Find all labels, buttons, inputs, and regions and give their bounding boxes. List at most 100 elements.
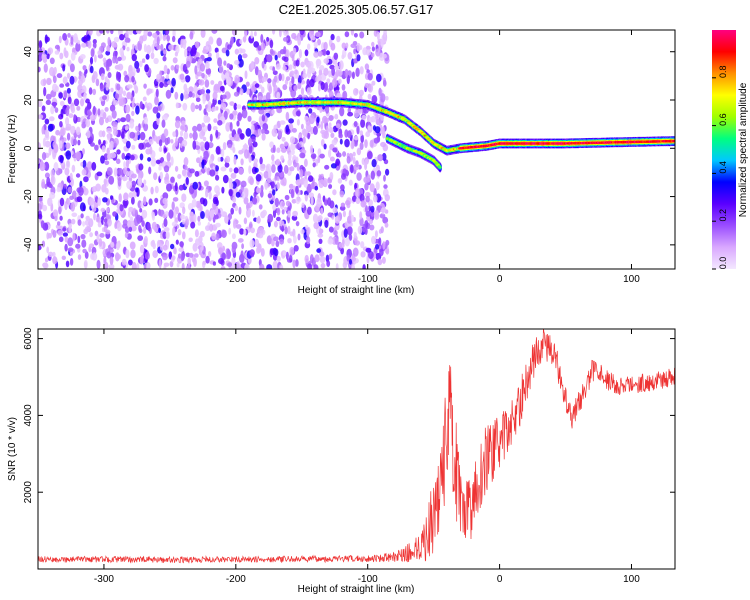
noise-blob: [248, 144, 253, 154]
noise-blob: [317, 233, 324, 238]
noise-blob: [41, 105, 46, 112]
noise-blob: [70, 202, 76, 212]
noise-blob: [340, 184, 345, 192]
noise-blob: [278, 220, 285, 227]
noise-blob: [350, 164, 354, 174]
noise-blob: [67, 96, 72, 105]
noise-blob: [229, 122, 233, 132]
noise-blob: [164, 137, 169, 146]
noise-blob: [240, 250, 244, 259]
noise-blob: [135, 125, 139, 131]
noise-blob: [381, 152, 387, 161]
noise-blob: [46, 53, 50, 60]
noise-blob: [295, 196, 301, 205]
noise-blob: [317, 38, 321, 46]
noise-blob: [334, 215, 341, 224]
noise-blob: [359, 31, 365, 39]
noise-blob: [168, 44, 174, 51]
noise-blob: [170, 156, 174, 166]
noise-blob: [172, 30, 176, 38]
noise-blob: [79, 202, 86, 212]
noise-blob: [351, 71, 355, 80]
noise-blob: [102, 95, 107, 101]
noise-blob: [253, 41, 260, 48]
noise-blob: [163, 227, 170, 232]
noise-blob: [291, 76, 295, 85]
noise-blob: [243, 229, 247, 236]
noise-blob: [227, 44, 232, 50]
noise-blob: [331, 66, 335, 76]
noise-blob: [273, 75, 278, 83]
noise-blob: [332, 207, 338, 214]
noise-blob: [369, 139, 374, 148]
noise-blob: [365, 45, 371, 51]
noise-blob: [124, 126, 129, 131]
noise-blob: [380, 93, 386, 103]
noise-blob: [124, 226, 130, 234]
noise-blob: [44, 118, 50, 125]
noise-blob: [91, 186, 98, 193]
noise-blob: [153, 135, 158, 142]
noise-blob: [365, 205, 368, 214]
noise-blob: [307, 66, 313, 74]
noise-blob: [301, 123, 304, 130]
noise-blob: [299, 152, 306, 159]
noise-blob: [344, 138, 350, 148]
noise-blob: [257, 69, 263, 80]
noise-blob: [188, 86, 194, 94]
noise-blob: [151, 44, 155, 54]
noise-blob: [348, 179, 353, 186]
noise-blob: [110, 152, 117, 159]
noise-blob: [90, 48, 95, 58]
noise-blob: [167, 80, 172, 85]
noise-blob: [319, 228, 322, 235]
noise-blob: [175, 102, 179, 109]
noise-blob: [162, 56, 167, 62]
noise-blob: [97, 108, 101, 116]
noise-blob: [125, 249, 130, 259]
noise-blob: [240, 158, 244, 166]
noise-blob: [305, 62, 312, 68]
noise-blob: [324, 219, 329, 228]
noise-blob: [384, 222, 389, 228]
noise-blob: [255, 246, 261, 254]
noise-blob: [158, 259, 162, 269]
noise-blob: [41, 152, 47, 161]
noise-blob: [38, 47, 43, 57]
noise-blob: [350, 30, 354, 36]
noise-blob: [214, 47, 219, 53]
noise-blob: [339, 138, 343, 145]
noise-blob: [374, 126, 381, 134]
noise-blob: [341, 42, 346, 49]
noise-blob: [359, 211, 363, 220]
noise-blob: [315, 76, 319, 83]
noise-blob: [110, 30, 114, 35]
noise-blob: [175, 129, 179, 138]
noise-blob: [163, 128, 169, 137]
noise-blob: [319, 256, 326, 264]
noise-blob: [370, 205, 375, 213]
noise-blob: [269, 141, 274, 148]
noise-blob: [44, 140, 51, 148]
noise-blob: [180, 214, 185, 220]
noise-blob: [260, 34, 264, 43]
noise-blob: [92, 105, 96, 116]
noise-blob: [136, 130, 140, 136]
noise-blob: [328, 90, 334, 100]
noise-blob: [350, 256, 356, 262]
noise-blob: [192, 181, 198, 190]
noise-blob: [359, 45, 363, 50]
noise-blob: [180, 253, 185, 262]
noise-blob: [53, 66, 57, 75]
noise-blob: [266, 235, 273, 245]
noise-blob: [106, 30, 110, 34]
noise-blob: [102, 197, 108, 203]
noise-blob: [215, 233, 220, 241]
noise-blob: [171, 255, 176, 261]
noise-blob: [139, 101, 143, 110]
noise-blob: [106, 45, 111, 52]
noise-blob: [375, 48, 381, 57]
noise-blob: [124, 37, 131, 43]
noise-blob: [113, 43, 118, 48]
noise-blob: [47, 47, 54, 55]
